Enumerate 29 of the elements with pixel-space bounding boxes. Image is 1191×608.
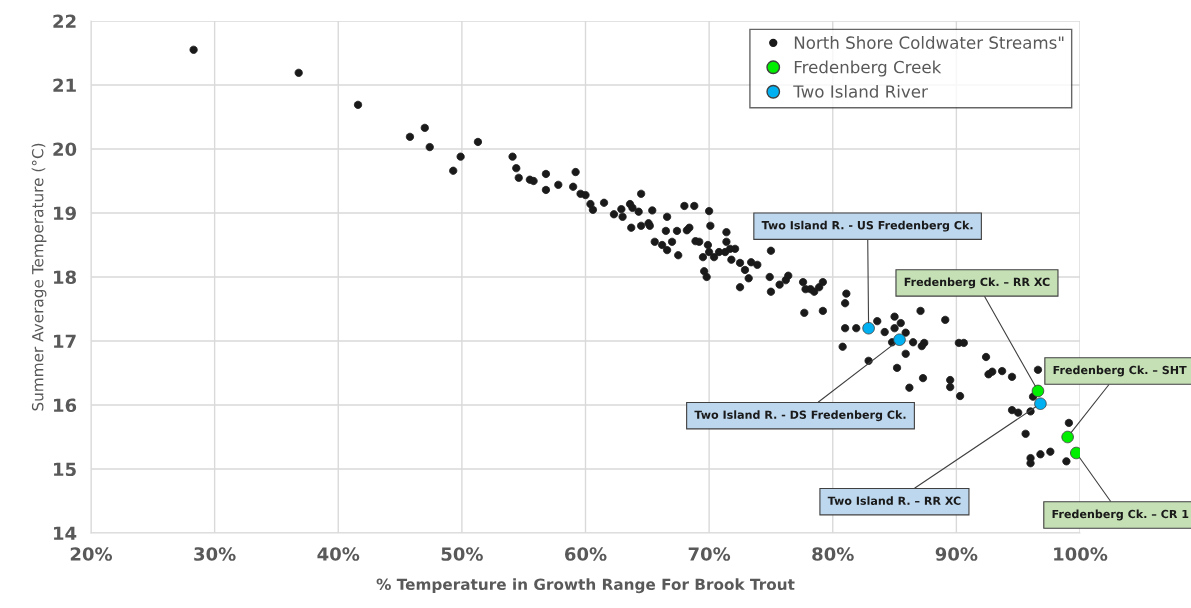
annotation: Fredenberg Ck. – CR 1 xyxy=(1052,509,1189,521)
y-tick-label: 20 xyxy=(53,142,77,157)
y-tick-label: 19 xyxy=(54,206,76,221)
annotation: Fredenberg Ck. – RR XC xyxy=(904,277,1050,289)
x-tick-label: 50% xyxy=(441,547,483,561)
y-tick-label: 21 xyxy=(53,78,76,92)
annotation: Two Island R. - DS Fredenberg Ck. xyxy=(694,410,906,422)
x-tick-label: 20% xyxy=(70,547,113,561)
x-tick-label: 60% xyxy=(565,547,607,561)
y-tick-label: 22 xyxy=(53,14,76,28)
annotation: Two Island R. – RR XC xyxy=(827,496,961,505)
legend-label: North Shore Coldwater Streams" xyxy=(794,36,1064,49)
y-tick-label: 14 xyxy=(54,526,77,540)
x-tick-label: 90% xyxy=(935,547,978,561)
y-axis-title: Summer Average Temperature (°C) xyxy=(31,143,47,411)
x-tick-label: 70% xyxy=(688,547,731,561)
y-tick-label: 18 xyxy=(54,270,76,285)
annotation: Fredenberg Ck. – SHT xyxy=(1053,365,1187,377)
x-tick-label: 100% xyxy=(1054,547,1108,561)
y-tick-label: 17 xyxy=(54,334,76,348)
y-tick-label: 16 xyxy=(54,398,77,413)
annotation: Two Island R. - US Fredenberg Ck. xyxy=(761,220,973,232)
legend-label: Fredenberg Creek xyxy=(794,60,942,77)
legend-label: Two Island River xyxy=(793,84,928,98)
x-axis-title: % Temperature in Growth Range For Brook Trout xyxy=(376,578,795,594)
y-tick-label: 15 xyxy=(54,462,76,477)
x-tick-label: 80% xyxy=(812,547,854,561)
x-tick-label: 30% xyxy=(194,547,236,561)
x-tick-label: 40% xyxy=(317,547,360,561)
